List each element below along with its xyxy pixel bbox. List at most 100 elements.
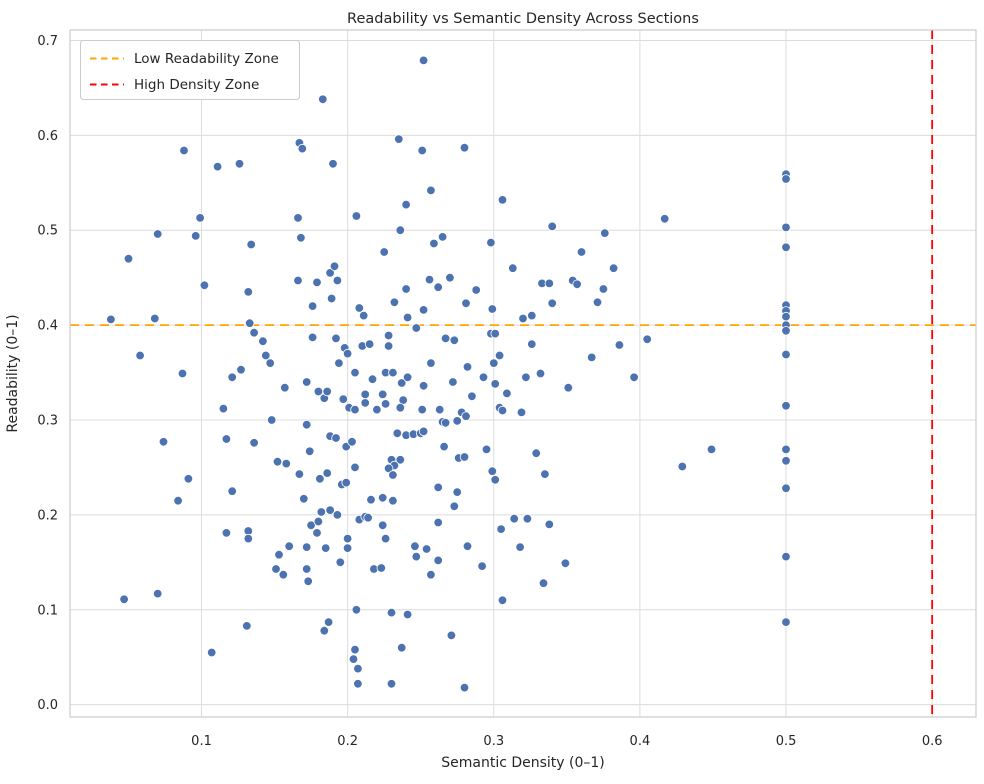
scatter-point bbox=[592, 297, 603, 308]
scatter-point bbox=[421, 544, 432, 554]
scatter-point bbox=[341, 477, 351, 488]
scatter-point bbox=[316, 507, 327, 517]
scatter-point bbox=[364, 339, 375, 349]
scatter-point bbox=[489, 358, 499, 368]
scatter-point bbox=[452, 487, 462, 497]
scatter-point bbox=[426, 185, 436, 196]
scatter-point bbox=[383, 341, 394, 351]
scatter-point bbox=[299, 494, 309, 504]
scatter-point bbox=[284, 541, 294, 551]
y-tick-label: 0.7 bbox=[37, 34, 58, 49]
scatter-point bbox=[150, 313, 160, 324]
scatter-point bbox=[386, 607, 397, 618]
scatter-point bbox=[227, 486, 237, 496]
scatter-point bbox=[294, 469, 305, 479]
scatter-point bbox=[338, 394, 349, 404]
scatter-point bbox=[706, 444, 717, 455]
scatter-point bbox=[281, 458, 292, 469]
scatter-point bbox=[243, 533, 254, 544]
legend-box bbox=[80, 40, 300, 100]
plot-layer: 0.1 0.2 0.3 0.4 0.5 0.6 0.0 0.1 0.2 0.3 0.4 0.5 0.6 0… bbox=[37, 29, 977, 749]
scatter-point bbox=[342, 533, 353, 544]
scatter-point bbox=[429, 238, 439, 249]
scatter-point bbox=[218, 403, 229, 414]
scatter-point bbox=[212, 161, 223, 172]
scatter-point bbox=[363, 513, 373, 523]
scatter-point bbox=[497, 195, 508, 205]
x-axis-label: Semantic Density (0–1) bbox=[441, 755, 605, 771]
scatter-point bbox=[547, 298, 557, 309]
scatter-point bbox=[418, 426, 429, 437]
scatter-point bbox=[353, 679, 363, 689]
scatter-point bbox=[433, 517, 443, 528]
scatter-point bbox=[267, 415, 277, 425]
scatter-point bbox=[243, 287, 254, 297]
scatter-point bbox=[332, 510, 343, 520]
scatter-point bbox=[411, 323, 422, 333]
scatter-point bbox=[312, 277, 322, 288]
scatter-point bbox=[350, 404, 360, 415]
scatter-point bbox=[471, 285, 481, 295]
scatter-point bbox=[418, 55, 429, 66]
scatter-point bbox=[313, 516, 324, 527]
scatter-point bbox=[278, 570, 289, 580]
scatter-point bbox=[446, 630, 457, 641]
scatter-point bbox=[378, 493, 388, 503]
scatter-point bbox=[448, 377, 458, 387]
scatter-point bbox=[303, 576, 313, 587]
scatter-point bbox=[433, 282, 443, 292]
scatter-point bbox=[360, 398, 370, 408]
scatter-point bbox=[258, 336, 268, 346]
scatter-point bbox=[246, 239, 256, 250]
scatter-point bbox=[544, 278, 555, 289]
x-tick-label: 0.4 bbox=[630, 734, 651, 749]
scatter-point bbox=[318, 94, 328, 105]
y-tick-label: 0.4 bbox=[37, 319, 58, 334]
scatter-point bbox=[307, 301, 318, 311]
scatter-point bbox=[401, 199, 411, 210]
scatter-point bbox=[538, 578, 549, 588]
scatter-point bbox=[572, 279, 582, 290]
y-tick-label: 0.2 bbox=[37, 508, 58, 523]
scatter-point bbox=[437, 232, 448, 242]
scatter-point bbox=[351, 605, 362, 615]
y-axis-label: Readability (0–1) bbox=[5, 314, 21, 432]
scatter-point bbox=[388, 496, 398, 506]
legend: Low Readability Zone High Density Zone bbox=[80, 40, 300, 100]
scatter-point bbox=[440, 418, 451, 428]
scatter-point bbox=[249, 438, 259, 448]
scatter-point bbox=[417, 404, 427, 415]
scatter-point bbox=[417, 145, 427, 156]
scatter-point bbox=[244, 318, 255, 328]
scatter-point bbox=[395, 455, 406, 465]
scatter-point bbox=[342, 348, 353, 359]
scatter-point bbox=[433, 555, 443, 566]
scatter-point bbox=[351, 211, 362, 221]
scatter-point bbox=[660, 214, 670, 224]
scatter-point bbox=[467, 391, 477, 402]
scatter-point bbox=[106, 314, 116, 325]
scatter-point bbox=[502, 388, 512, 399]
scatter-point bbox=[360, 389, 370, 400]
scatter-point bbox=[350, 462, 360, 473]
scatter-point bbox=[392, 428, 403, 439]
scatter-point bbox=[402, 312, 413, 323]
x-tick-label: 0.6 bbox=[922, 734, 943, 749]
scatter-point bbox=[614, 340, 625, 350]
scatter-point bbox=[297, 143, 308, 154]
scatter-point bbox=[518, 313, 528, 324]
scatter-point bbox=[199, 280, 210, 291]
scatter-point bbox=[781, 551, 791, 562]
scatter-point bbox=[328, 159, 338, 169]
scatter-point bbox=[261, 350, 271, 361]
scatter-point bbox=[426, 570, 436, 580]
scatter-point bbox=[380, 399, 391, 409]
scatter-point bbox=[642, 334, 652, 345]
scatter-point bbox=[527, 339, 537, 349]
scatter-point bbox=[394, 134, 404, 144]
scatter-point bbox=[383, 330, 394, 341]
scatter-point bbox=[494, 350, 505, 361]
scatter-point bbox=[249, 328, 259, 338]
scatter-point bbox=[478, 372, 489, 383]
